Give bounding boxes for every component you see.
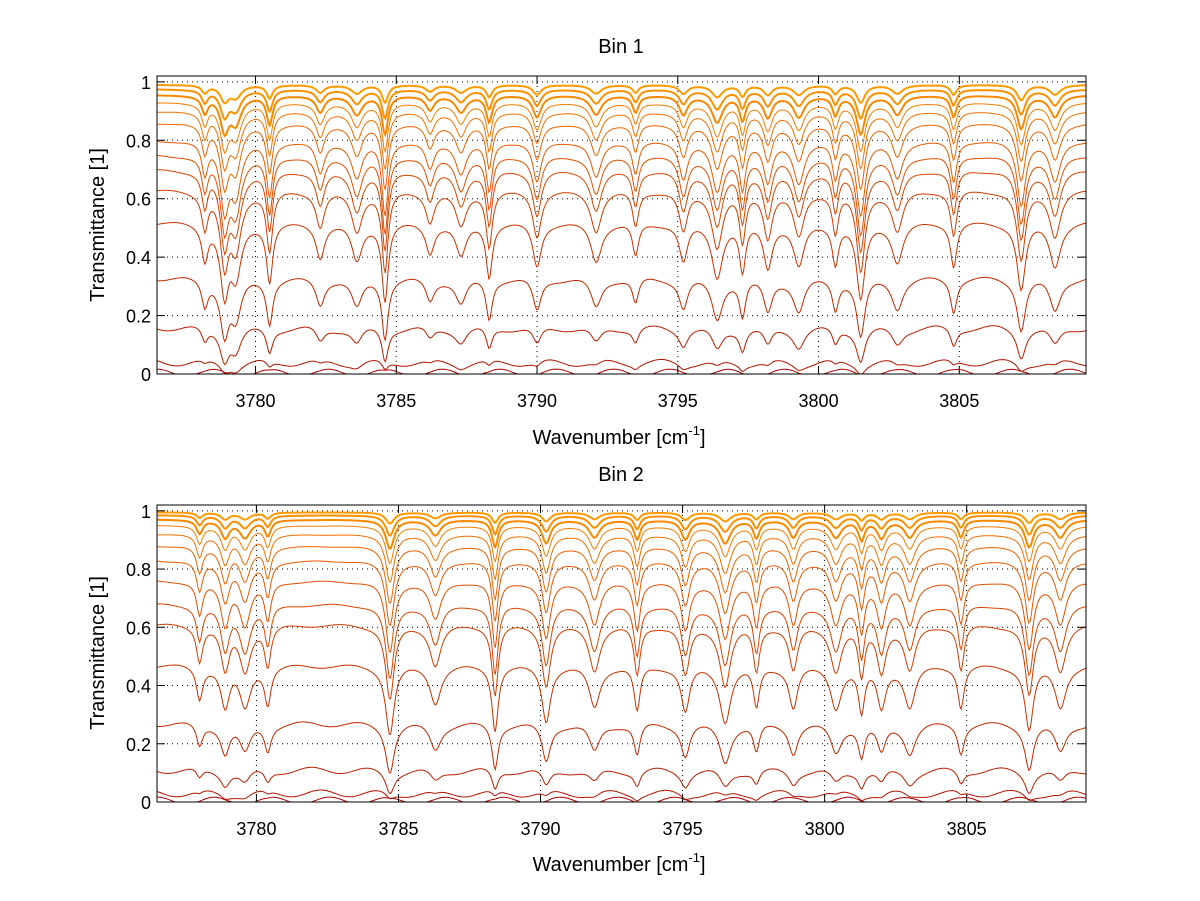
x-tick-label: 3780 [236,819,276,839]
series-line-3 [156,325,1087,366]
series-line-15 [157,84,1086,105]
y-ticks: 0 0.2 0.4 0.6 0.8 1 [126,502,1086,813]
x-tick-label: 3805 [939,391,979,411]
y-tick-label: 0 [141,365,151,385]
x-tick-label: 3800 [799,391,839,411]
series-line-9 [156,560,1087,627]
series-line-9 [156,141,1087,221]
x-axis-label: Wavenumber [cm-1] [532,423,705,449]
series-line-4 [157,721,1087,774]
y-tick-label: 1 [141,73,151,93]
series-line-6 [156,623,1087,700]
y-axis-label: Transmittance [1] [87,148,109,302]
series-line-10 [156,546,1087,604]
x-tick-label: 3800 [805,819,845,839]
series-line-7 [157,169,1087,256]
series-line-4 [156,276,1087,343]
chart-title: Bin 1 [598,36,644,58]
x-ticks: 3780 3785 3790 3795 3800 3805 [236,505,987,839]
series-group [156,511,1087,803]
series-line-8 [156,154,1087,240]
y-tick-label: 0.6 [126,190,151,210]
x-tick-label: 3785 [376,391,416,411]
series-line-14 [157,88,1087,121]
y-tick-label: 0.2 [126,307,151,327]
series-line-1 [157,796,1087,803]
chart-panel-bin-2: Bin 2 3780 3785 3790 3795 3800 3805 0 0.2 0.4 0.… [87,464,1087,876]
series-line-12 [157,102,1087,155]
series-line-7 [157,603,1087,679]
plot-frame [156,75,1087,375]
series-line-5 [156,664,1087,735]
y-ticks: 0 0.2 0.4 0.6 0.8 1 [126,73,1086,385]
chart-title: Bin 2 [598,464,644,486]
x-ticks: 3780 3785 3790 3795 3800 3805 [236,76,979,411]
series-line-5 [156,222,1087,306]
y-tick-label: 0.4 [126,248,151,268]
plot-frame [156,504,1087,803]
y-tick-label: 0.6 [126,618,151,638]
series-line-11 [157,534,1087,583]
y-tick-label: 1 [141,502,151,522]
series-line-3 [156,766,1087,795]
series-line-6 [156,189,1087,277]
series-line-2 [156,358,1087,375]
y-tick-label: 0.4 [126,677,151,697]
y-axis-label: Transmittance [1] [87,576,109,730]
series-line-13 [157,518,1087,550]
x-tick-label: 3785 [378,819,418,839]
series-line-13 [157,94,1086,138]
x-tick-label: 3790 [521,819,561,839]
x-tick-label: 3780 [236,391,276,411]
y-tick-label: 0.2 [126,735,151,755]
y-tick-label: 0 [141,793,151,813]
x-tick-label: 3805 [947,819,987,839]
x-tick-label: 3795 [663,819,703,839]
x-tick-label: 3795 [658,391,698,411]
series-line-2 [156,789,1087,802]
y-tick-label: 0.8 [126,131,151,151]
series-line-1 [157,368,1087,375]
x-axis-label: Wavenumber [cm-1] [532,850,705,876]
series-line-10 [157,123,1087,194]
series-group [156,84,1087,375]
series-line-12 [157,525,1087,564]
chart-panel-bin-1: Bin 1 3780 3785 3790 3795 3800 3805 0 0.2 0.4 0.… [87,36,1087,449]
y-tick-label: 0.8 [126,560,151,580]
series-line-14 [157,514,1087,537]
x-tick-label: 3790 [517,391,557,411]
series-line-8 [156,580,1087,653]
series-line-15 [157,511,1087,525]
series-line-11 [157,111,1087,173]
